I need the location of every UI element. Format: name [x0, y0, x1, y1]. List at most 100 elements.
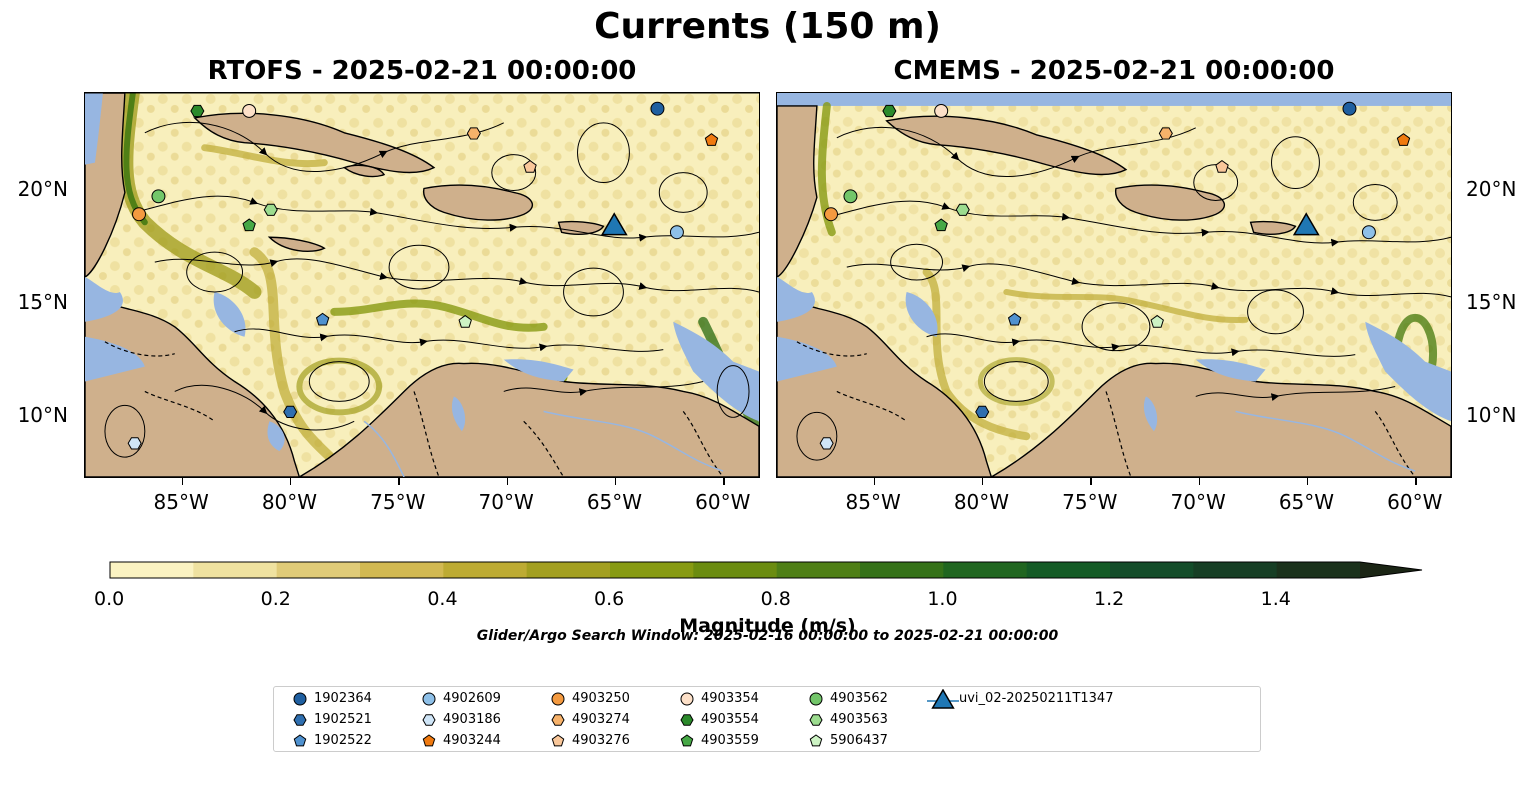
lon-tick-mark [873, 478, 875, 485]
legend-label: 5906437 [830, 733, 888, 748]
colorbar-tick-label: 0.6 [594, 588, 625, 610]
legend: 1902364 1902521 1902522 4902609 4903186 49032… [273, 686, 1261, 752]
float-marker-1902521 [283, 405, 298, 419]
colorbar-bin [1193, 562, 1278, 578]
colorbar-bin [776, 562, 861, 578]
rivers [1235, 410, 1416, 472]
legend-label: 4902609 [443, 691, 501, 706]
legend-label: 4903354 [701, 691, 759, 706]
colorbar-tick-label: 1.2 [1094, 588, 1125, 610]
float-marker-uvi_02-20250211T1347 [600, 212, 628, 236]
float-marker-4903186 [819, 437, 834, 450]
float-marker-1902521 [975, 405, 990, 419]
lon-tick-label: 80°W [953, 490, 1010, 514]
pentagon-marker-icon [680, 734, 694, 747]
float-marker-4902609 [669, 225, 684, 240]
lon-tick-label: 70°W [1170, 490, 1226, 514]
float-marker-4903559 [934, 218, 948, 232]
legend-label: 1902521 [314, 712, 372, 727]
pentagon-marker-icon [551, 734, 565, 747]
float-marker-4903562 [151, 189, 166, 204]
float-marker-4903276 [1215, 160, 1229, 173]
search-window-text: Glider/Argo Search Window: 2025-02-16 00… [476, 628, 1059, 644]
float-markers-rtofs [127, 101, 719, 450]
colorbar-bin [693, 562, 778, 578]
float-marker-4903563 [263, 203, 278, 216]
colorbar-tick-label: 0.4 [427, 588, 458, 610]
colorbar-bin [443, 562, 528, 578]
colorbar-bin [276, 562, 361, 578]
legend-label: 4903250 [572, 691, 630, 706]
lat-tick-label: 10°N [1466, 402, 1517, 427]
float-marker-1902364 [1342, 101, 1357, 116]
colorbar-tick-label: 0.0 [94, 588, 125, 610]
hexagon-marker-icon [422, 714, 436, 726]
colorbar-bin [1026, 562, 1111, 578]
colorbar-extend-arrow [1360, 562, 1422, 578]
float-marker-4903563 [955, 203, 970, 216]
float-marker-4903554 [190, 104, 205, 118]
colorbar-outline [109, 561, 1423, 579]
legend-label: uvi_02-20250211T1347 [959, 691, 1114, 706]
rtofs-current-map [84, 92, 760, 478]
hexagon-marker-icon [809, 714, 823, 726]
colorbar [109, 561, 1423, 579]
lon-tick-label: 80°W [261, 490, 318, 514]
float-marker-4903274 [1158, 127, 1173, 140]
legend-label: 4903274 [572, 712, 630, 727]
lon-tick-mark [981, 478, 984, 485]
legend-label: 4903244 [443, 733, 501, 748]
circle-marker-icon [551, 692, 565, 706]
legend-label: 4903276 [572, 733, 630, 748]
float-marker-1902522 [315, 312, 330, 326]
float-marker-uvi_02-20250211T1347 [1292, 212, 1320, 236]
lat-tick-label: 20°N [17, 177, 68, 202]
lon-tick-label: 70°W [478, 490, 534, 514]
rivers [363, 410, 724, 477]
hexagon-marker-icon [680, 714, 694, 726]
circle-marker-icon [680, 692, 694, 706]
pentagon-marker-icon [422, 734, 436, 747]
shallow-water [85, 93, 759, 452]
hexagon-marker-icon [293, 714, 307, 726]
legend-label: 4903559 [701, 733, 759, 748]
rtofs-panel-title: RTOFS - 2025-02-21 00:00:00 [207, 56, 637, 86]
colorbar-tick-label: 0.2 [260, 588, 291, 610]
float-marker-4903554 [882, 104, 897, 118]
float-marker-4903250 [824, 207, 838, 222]
float-marker-4903250 [132, 207, 146, 222]
lat-tick-label: 10°N [17, 402, 68, 427]
colorbar-tick-label: 0.8 [760, 588, 791, 610]
float-marker-1902364 [650, 101, 665, 116]
legend-label: 4903554 [701, 712, 759, 727]
float-marker-5906437 [458, 314, 472, 328]
colorbar-bin [1110, 562, 1194, 578]
circle-marker-icon [809, 692, 823, 706]
colorbar-tick-label: 1.4 [1260, 588, 1291, 610]
borders [796, 341, 1416, 477]
pentagon-marker-icon [293, 734, 307, 747]
colorbar-bin [360, 562, 444, 578]
colorbar-bin [526, 562, 611, 578]
legend-label: 4903186 [443, 712, 501, 727]
lat-tick-label: 15°N [1466, 289, 1517, 314]
shallow-water [777, 277, 1451, 432]
cmems-panel-title: CMEMS - 2025-02-21 00:00:00 [893, 56, 1335, 86]
float-marker-4903274 [466, 127, 481, 140]
colorbar-bin [193, 562, 278, 578]
colorbar-bin [610, 562, 694, 578]
float-marker-5906437 [1150, 314, 1164, 328]
colorbar-bin [860, 562, 944, 578]
legend-label: 1902522 [314, 733, 372, 748]
lat-tick-label: 15°N [17, 289, 68, 314]
lon-tick-label: 75°W [370, 490, 426, 514]
no-data-band [777, 93, 1451, 106]
float-marker-4903559 [242, 218, 256, 232]
lon-tick-mark [398, 478, 400, 485]
lon-tick-mark [723, 478, 725, 485]
lon-tick-mark [181, 478, 183, 485]
float-marker-4903244 [1396, 133, 1411, 146]
lon-tick-mark [1415, 478, 1417, 485]
lon-tick-mark [614, 478, 617, 485]
lon-tick-label: 65°W [586, 490, 643, 514]
